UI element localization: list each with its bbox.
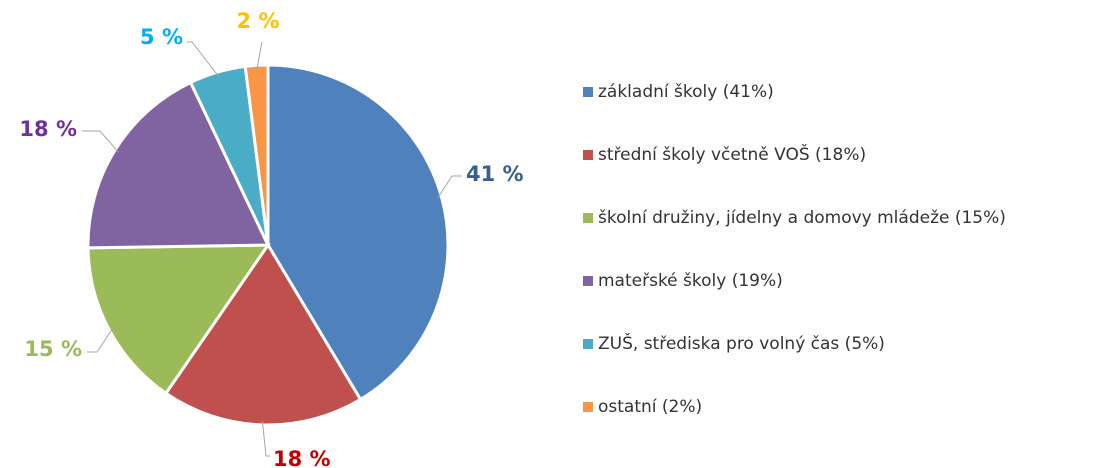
leader-line bbox=[261, 420, 270, 457]
legend-swatch bbox=[583, 276, 593, 286]
legend-swatch bbox=[583, 87, 593, 97]
pie-slice bbox=[86, 80, 271, 250]
legend-swatch bbox=[583, 213, 593, 223]
legend-label: ostatní (2%) bbox=[598, 397, 702, 417]
legend-label: ZUŠ, střediska pro volný čas (5%) bbox=[598, 332, 885, 354]
leader-line bbox=[82, 130, 119, 153]
leader-line bbox=[87, 327, 114, 353]
legend-swatch bbox=[583, 339, 593, 349]
value-label: 18 % bbox=[273, 447, 331, 468]
value-label: 2 % bbox=[237, 9, 280, 33]
value-label: 41 % bbox=[466, 162, 524, 186]
value-label: 18 % bbox=[19, 117, 77, 141]
legend-label: školní družiny, jídelny a domovy mládeže… bbox=[598, 208, 1006, 228]
value-label: 5 % bbox=[140, 25, 183, 49]
legend-label: základní školy (41%) bbox=[598, 82, 774, 102]
legend-label: střední školy včetně VOŠ (18%) bbox=[598, 143, 866, 165]
leader-line bbox=[187, 41, 219, 77]
pie-slice bbox=[163, 242, 363, 427]
leader-line bbox=[437, 175, 462, 199]
pie-slice bbox=[243, 63, 270, 246]
pie-slice bbox=[86, 243, 271, 396]
legend-swatch bbox=[583, 402, 593, 412]
value-label: 15 % bbox=[24, 337, 82, 361]
pie-slice bbox=[266, 63, 450, 402]
legend-swatch bbox=[583, 150, 593, 160]
leader-line bbox=[256, 41, 263, 70]
legend-label: mateřské školy (19%) bbox=[598, 271, 783, 291]
